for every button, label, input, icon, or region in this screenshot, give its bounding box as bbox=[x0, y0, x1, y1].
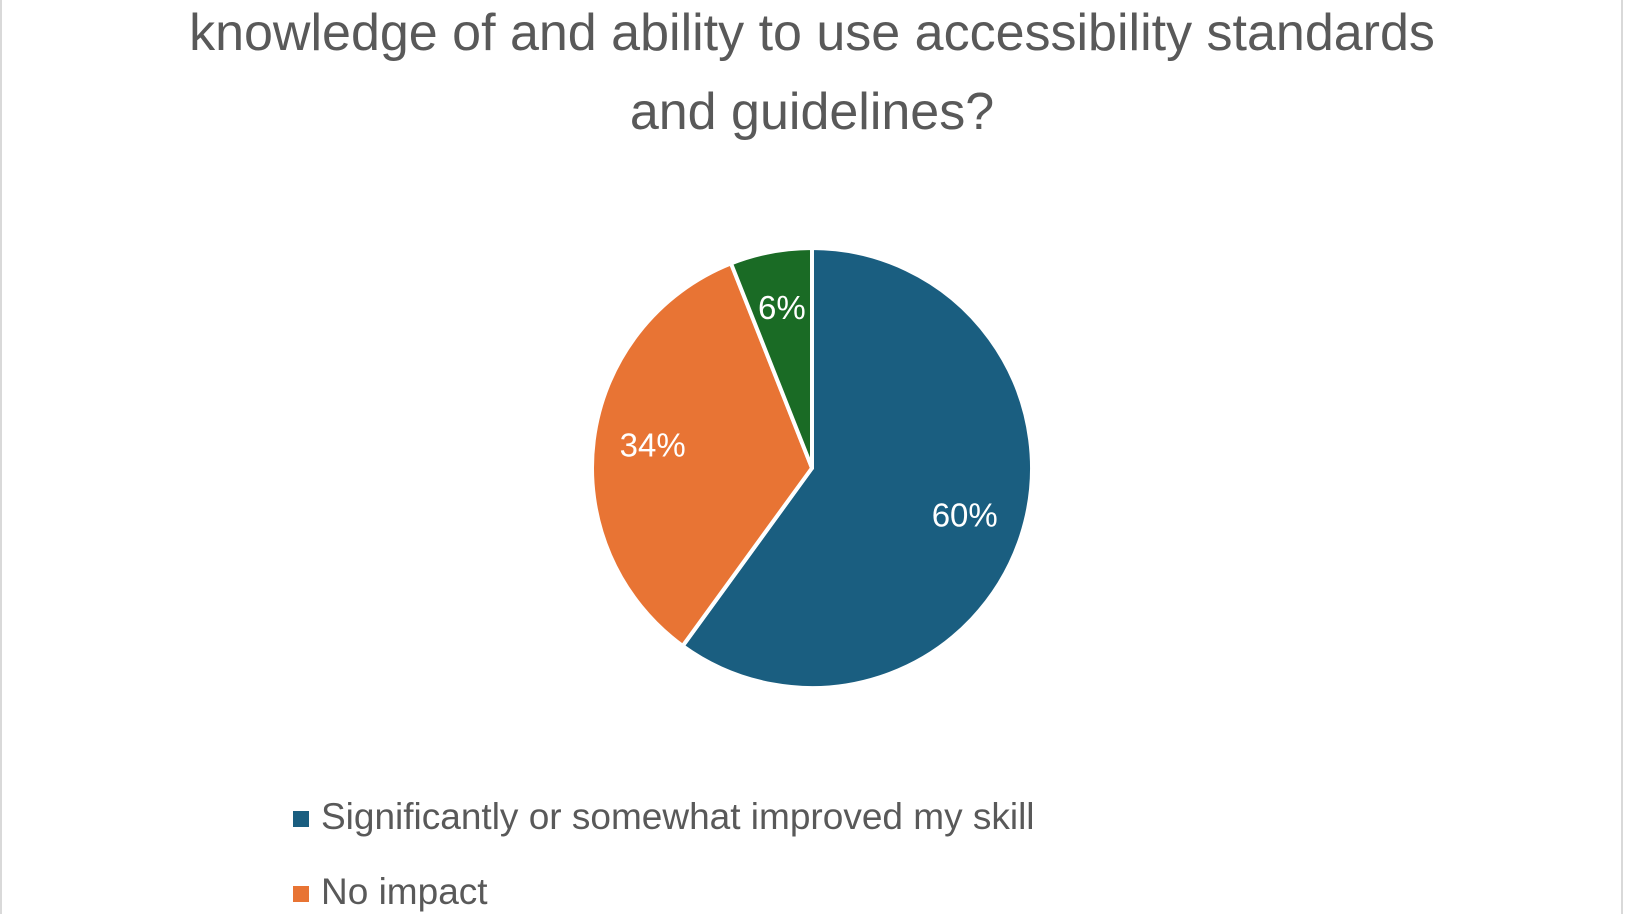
pie-slice bbox=[729, 246, 814, 470]
data-label: 6% bbox=[758, 289, 806, 326]
data-label: 60% bbox=[932, 496, 998, 533]
legend-label: Significantly or somewhat improved my sk… bbox=[321, 796, 1035, 837]
chart-title: knowledge of and ability to use accessib… bbox=[189, 4, 1435, 141]
legend-marker bbox=[293, 886, 309, 902]
pie-slice bbox=[590, 261, 814, 648]
data-label: 34% bbox=[620, 427, 686, 464]
legend-marker bbox=[293, 811, 309, 827]
pie-slice bbox=[680, 246, 1034, 690]
legend-label: No impact bbox=[321, 871, 488, 912]
